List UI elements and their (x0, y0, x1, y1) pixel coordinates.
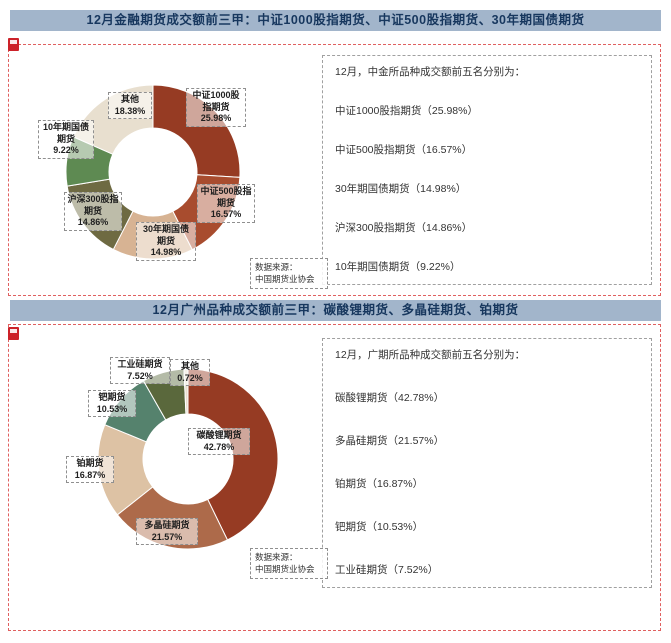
data-source-note: 数据来源： 中国期货业协会 (250, 258, 328, 289)
summary-item: 中证500股指期货（16.57%） (335, 144, 473, 156)
slice-label-polysilicon: 多晶硅期货 21.57% (136, 518, 198, 546)
summary-item: 中证1000股指期货（25.98%） (335, 105, 478, 117)
data-source-line: 数据来源： (255, 552, 298, 562)
slice-label-name: 其他 (120, 94, 139, 104)
slice-label-platinum: 铂期货 16.87% (66, 456, 114, 484)
slice-label-name: 碳酸锂期货 (196, 430, 242, 440)
section2-title-bar: 12月广州品种成交额前三甲：碳酸锂期货、多晶硅期货、铂期货 (10, 300, 661, 321)
slice-label-name: 10年期国债期货 (42, 122, 89, 144)
summary-item: 10年期国债期货（9.22%） (335, 261, 461, 273)
red-stamp-icon (8, 327, 19, 340)
data-source-line: 数据来源： (255, 262, 298, 272)
section1-summary-box: 12月，中金所品种成交额前五名分别为： 中证1000股指期货（25.98%） 中… (322, 55, 652, 285)
slice-label-zz500: 中证500股指期货 16.57% (197, 184, 255, 224)
slice-label-name: 中证500股指期货 (200, 186, 252, 208)
slice-label-value: 0.72% (177, 372, 203, 383)
slice-label-name: 其他 (180, 361, 199, 371)
slice-label-value: 7.52% (127, 370, 153, 381)
summary-item: 钯期货（10.53%） (335, 521, 424, 533)
slice-label-name: 沪深300股指期货 (67, 194, 119, 216)
summary-item: 铂期货（16.87%） (335, 478, 424, 490)
summary-item: 沪深300股指期货（14.86%） (335, 222, 473, 234)
summary-item: 工业硅期货（7.52%） (335, 564, 439, 576)
slice-label-name: 工业硅期货 (117, 359, 163, 369)
summary-item: 多晶硅期货（21.57%） (335, 435, 445, 447)
slice-label-industrial-silicon: 工业硅期货 7.52% (110, 357, 170, 385)
slice-label-value: 21.57% (151, 531, 183, 542)
summary-title: 12月，中金所品种成交额前五名分别为： (335, 66, 526, 78)
slice-label-value: 42.78% (203, 441, 235, 452)
data-source-note: 数据来源： 中国期货业协会 (250, 548, 328, 579)
slice-label-name: 30年期国债期货 (142, 224, 189, 246)
slice-label-value: 18.38% (114, 105, 146, 116)
data-source-line: 中国期货业协会 (255, 274, 315, 285)
slice-label-hs300: 沪深300股指期货 14.86% (64, 192, 122, 232)
summary-item: 碳酸锂期货（42.78%） (335, 392, 445, 404)
slice-label-name: 中证1000股指期货 (192, 90, 240, 112)
slice-label-value: 9.22% (53, 145, 79, 156)
slice-label-palladium: 钯期货 10.53% (88, 390, 136, 418)
data-source-line: 中国期货业协会 (255, 564, 315, 575)
section2-summary-box: 12月，广期所品种成交额前五名分别为： 碳酸锂期货（42.78%） 多晶硅期货（… (322, 338, 652, 588)
slice-label-value: 14.98% (150, 247, 182, 258)
red-stamp-icon (8, 38, 19, 51)
slice-label-zz1000: 中证1000股指期货 25.98% (186, 88, 246, 128)
slice-label-lithium: 碳酸锂期货 42.78% (188, 428, 250, 456)
slice-label-value: 16.87% (74, 469, 106, 480)
section1-title-bar: 12月金融期货成交额前三甲：中证1000股指期货、中证500股指期货、30年期国… (10, 10, 661, 31)
slice-label-bond30y: 30年期国债期货 14.98% (136, 222, 196, 262)
slice-label-value: 16.57% (210, 209, 242, 220)
slice-label-value: 10.53% (96, 403, 128, 414)
summary-title: 12月，广期所品种成交额前五名分别为： (335, 349, 526, 361)
slice-label-value: 14.86% (77, 217, 109, 228)
slice-label-value: 25.98% (200, 113, 232, 124)
slice-label-name: 铂期货 (76, 458, 104, 468)
slice-label-other: 其他 18.38% (108, 92, 152, 120)
summary-item: 30年期国债期货（14.98%） (335, 183, 467, 195)
slice-label-name: 钯期货 (98, 392, 126, 402)
slice-label-bond10y: 10年期国债期货 9.22% (38, 120, 94, 160)
slice-label-name: 多晶硅期货 (144, 520, 190, 530)
slice-label-other: 其他 0.72% (170, 359, 210, 387)
